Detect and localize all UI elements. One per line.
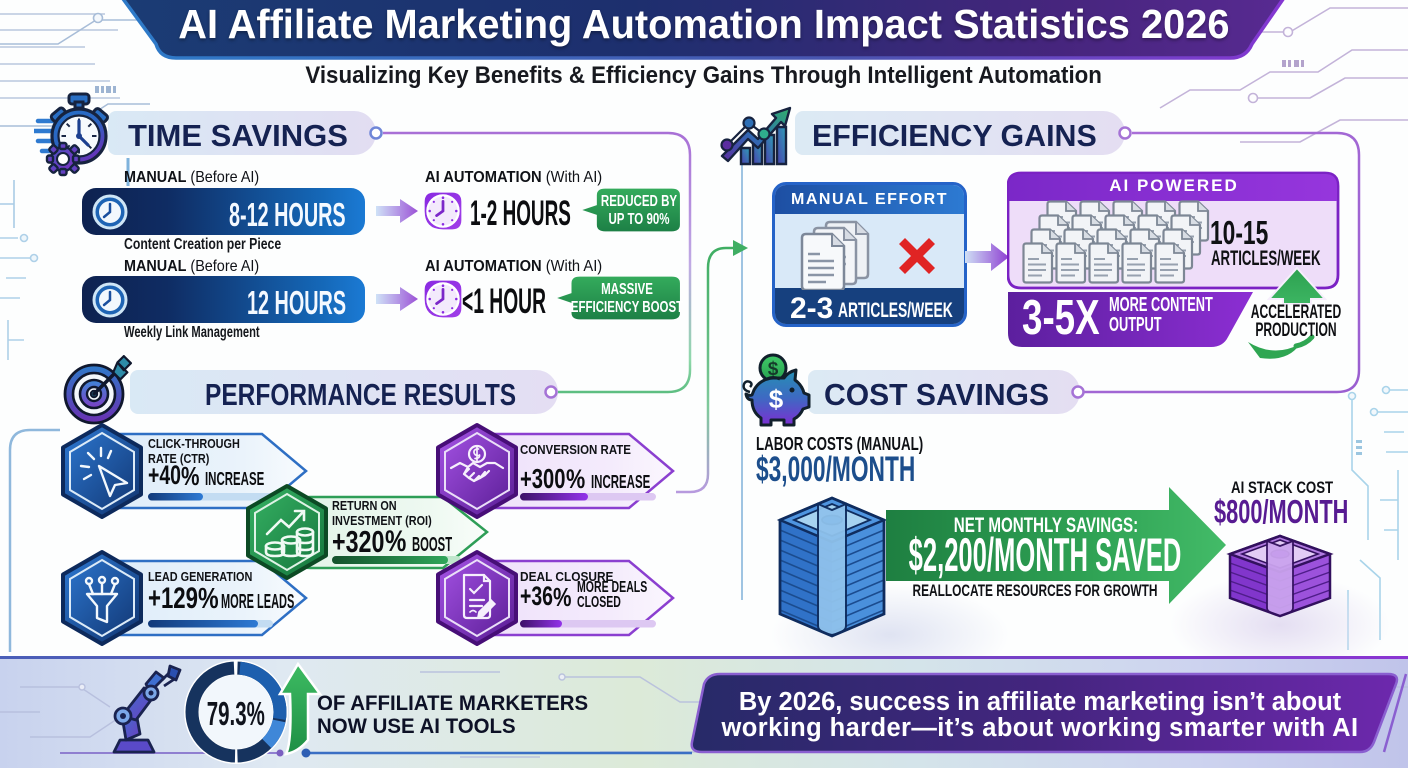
- svg-text:$: $: [769, 384, 784, 414]
- svg-text:$: $: [768, 359, 779, 380]
